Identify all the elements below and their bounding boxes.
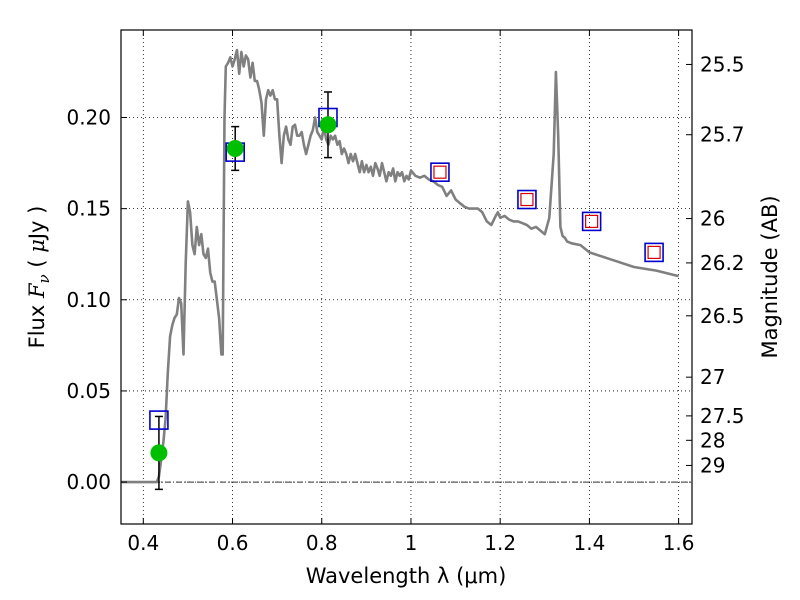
x-tick-label-6: 1.6 bbox=[663, 531, 695, 555]
y-tick-label-1: 0.05 bbox=[66, 379, 111, 403]
observed-flux-point-1 bbox=[226, 139, 244, 157]
observed-flux-markers bbox=[150, 116, 337, 462]
y-label-open-paren: ( bbox=[25, 253, 49, 275]
magnitude-tick-label-1: 25.7 bbox=[700, 123, 745, 147]
model-flux-marker-4 bbox=[517, 189, 537, 210]
magnitude-tick-label-0: 25.5 bbox=[700, 52, 745, 76]
sed-model-line bbox=[121, 48, 679, 484]
model-flux-inner-marker-5 bbox=[585, 214, 599, 229]
model-flux-inner-marker-4 bbox=[520, 192, 534, 207]
y-label-f-symbol: F bbox=[25, 282, 49, 299]
magnitude-tick-label-5: 27 bbox=[700, 365, 725, 389]
plot-background bbox=[121, 30, 692, 524]
model-flux-marker-0 bbox=[149, 410, 169, 430]
x-tick-label-5: 1.4 bbox=[573, 531, 605, 555]
model-flux-inner-marker-6 bbox=[647, 245, 661, 259]
y-label-flux: Flux bbox=[25, 298, 49, 348]
x-tick-label-3: 1 bbox=[405, 531, 418, 555]
x-axis-label: Wavelength λ (μm) bbox=[306, 564, 507, 588]
y-tick-label-4: 0.20 bbox=[66, 105, 111, 129]
magnitude-tick-label-3: 26.2 bbox=[700, 251, 745, 275]
magnitude-tick-label-8: 29 bbox=[700, 453, 725, 477]
model-flux-marker-3 bbox=[430, 162, 450, 182]
magnitude-tick-label-4: 26.5 bbox=[700, 304, 745, 328]
x-axis-ticks: 0.4 0.6 0.8 1 1.2 1.4 1.6 bbox=[127, 30, 695, 555]
observed-flux-point-0 bbox=[150, 444, 168, 462]
x-tick-label-1: 0.6 bbox=[217, 531, 249, 555]
model-flux-marker-5 bbox=[581, 211, 602, 232]
y-label-nu-subscript: ν bbox=[35, 274, 53, 283]
magnitude-axis-label: Magnitude (AB) bbox=[758, 195, 782, 358]
observed-flux-point-2 bbox=[319, 116, 337, 134]
magnitude-tick-label-2: 26 bbox=[700, 207, 725, 231]
magnitude-tick-label-6: 27.5 bbox=[700, 404, 745, 428]
model-flux-marker-6 bbox=[644, 242, 664, 263]
y-tick-label-2: 0.10 bbox=[66, 288, 111, 312]
y-label-unit: Jy ) bbox=[25, 206, 49, 242]
x-tick-label-0: 0.4 bbox=[127, 531, 159, 555]
model-flux-inner-marker-3 bbox=[433, 165, 447, 179]
y-label-mu-symbol: μ bbox=[25, 239, 49, 253]
x-tick-label-4: 1.2 bbox=[484, 531, 516, 555]
y-axis-label: Flux Fν ( μJy ) bbox=[25, 206, 53, 349]
plot-frame bbox=[120, 29, 693, 525]
y-tick-label-0: 0.00 bbox=[66, 470, 111, 494]
y-axis-ticks: 0.00 0.05 0.10 0.15 0.20 bbox=[66, 105, 127, 494]
y-tick-label-3: 0.15 bbox=[66, 197, 111, 221]
x-tick-label-2: 0.8 bbox=[306, 531, 338, 555]
magnitude-tick-label-7: 28 bbox=[700, 428, 725, 452]
